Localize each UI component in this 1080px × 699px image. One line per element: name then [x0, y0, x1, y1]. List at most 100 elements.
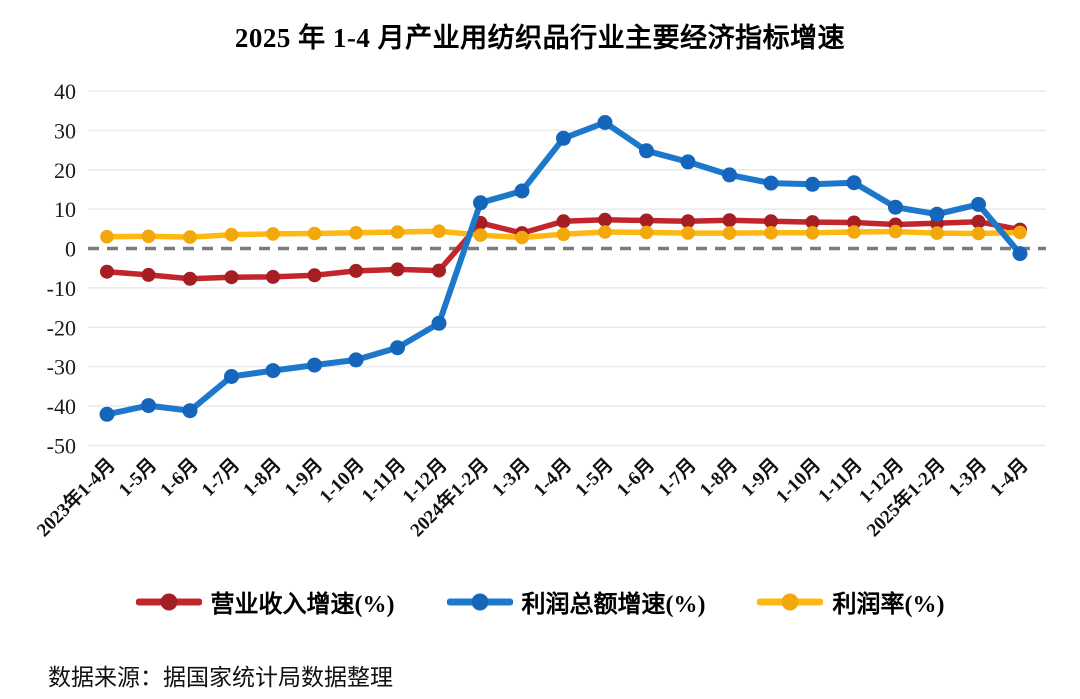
- data-point-profit-margin: [473, 228, 488, 242]
- x-axis-tick-label: 1-3月: [945, 455, 991, 501]
- data-point-profit-growth: [348, 352, 364, 368]
- data-point-profit-growth: [473, 195, 488, 211]
- data-point-profit-margin: [639, 225, 654, 240]
- x-axis-tick-label: 1-5月: [115, 455, 161, 501]
- series-line-profit-growth: [104, 119, 1023, 418]
- x-axis-tick-label: 1-6月: [156, 455, 202, 501]
- data-point-revenue-growth: [307, 268, 322, 283]
- data-point-profit-margin: [266, 227, 280, 241]
- chart-title: 2025 年 1-4 月产业用纺织品行业主要经济指标增速: [234, 23, 846, 53]
- y-axis-tick-label: -20: [47, 315, 76, 340]
- data-point-profit-margin: [681, 226, 695, 240]
- data-point-profit-margin: [930, 226, 944, 240]
- data-point-profit-growth: [99, 406, 115, 422]
- data-point-revenue-growth: [349, 263, 363, 278]
- data-point-revenue-growth: [266, 269, 280, 284]
- data-point-profit-growth: [805, 176, 820, 192]
- data-point-revenue-growth: [100, 264, 114, 279]
- data-point-profit-margin: [805, 226, 820, 240]
- data-point-profit-growth: [597, 115, 613, 130]
- legend-label-profit-margin: 利润率(%): [832, 592, 945, 618]
- y-axis-tick-label: 30: [54, 118, 76, 143]
- y-axis-tick-label: 10: [54, 197, 76, 222]
- data-point-revenue-growth: [432, 263, 446, 278]
- y-axis-tick-label: 0: [65, 237, 76, 262]
- data-point-profit-growth: [1012, 246, 1028, 262]
- data-point-profit-growth: [141, 398, 156, 414]
- x-axis-tick-label: 1-11月: [814, 455, 866, 507]
- data-point-profit-growth: [307, 357, 322, 373]
- data-point-profit-margin: [515, 230, 529, 245]
- data-point-revenue-growth: [224, 270, 239, 285]
- data-point-profit-margin: [764, 226, 778, 240]
- data-point-profit-growth: [846, 175, 862, 191]
- data-point-revenue-growth: [598, 212, 612, 227]
- legend-swatch-profit-margin: [757, 593, 824, 610]
- data-point-profit-margin: [971, 226, 986, 241]
- data-point-profit-growth: [763, 175, 779, 191]
- data-point-profit-growth: [929, 206, 945, 222]
- y-axis-tick-label: 40: [54, 79, 76, 104]
- y-axis-tick-label: 20: [54, 158, 76, 183]
- data-point-profit-margin: [224, 227, 239, 242]
- data-point-profit-margin: [349, 226, 363, 240]
- legend-marker: [781, 593, 799, 610]
- legend-label-profit-growth: 利润总额增速(%): [521, 592, 706, 618]
- data-point-revenue-growth: [183, 271, 197, 286]
- data-point-profit-margin: [183, 230, 197, 244]
- data-point-profit-growth: [390, 340, 405, 356]
- chart-legend: 营业收入增速(%) 利润总额增速(%) 利润率(%): [0, 584, 1080, 619]
- x-axis-tick-label: 2023年1-4月: [32, 453, 120, 541]
- data-point-profit-margin: [432, 224, 446, 238]
- data-point-profit-growth: [722, 167, 737, 183]
- legend-item-profit-margin: 利润率(%): [757, 584, 944, 619]
- x-axis-tick-label: 1-3月: [488, 455, 534, 501]
- data-point-revenue-growth: [805, 215, 820, 230]
- data-point-profit-growth: [556, 130, 571, 146]
- data-point-profit-growth: [224, 369, 239, 384]
- x-axis-tick-label: 1-10月: [772, 455, 825, 508]
- x-axis-tick-label: 1-11月: [358, 455, 410, 507]
- data-point-profit-margin: [847, 225, 861, 239]
- data-point-revenue-growth: [639, 213, 654, 228]
- data-point-profit-growth: [680, 154, 696, 170]
- line-chart-canvas: 403020100-10-20-30-40-502023年1-4月1-5月1-6…: [32, 79, 1046, 541]
- data-point-profit-growth: [431, 315, 447, 331]
- y-axis-tick-label: -40: [47, 394, 76, 419]
- x-axis-tick-label: 1-7月: [198, 455, 244, 501]
- data-point-revenue-growth: [681, 214, 695, 229]
- data-point-revenue-growth: [556, 214, 571, 229]
- x-axis-tick-label: 1-4月: [530, 455, 576, 501]
- data-point-profit-growth: [265, 363, 281, 379]
- data-point-profit-growth: [888, 199, 903, 215]
- data-point-profit-margin: [888, 224, 903, 239]
- x-axis-tick-label: 1-6月: [613, 455, 659, 501]
- data-point-revenue-growth: [722, 213, 737, 228]
- y-axis-tick-label: -10: [47, 276, 76, 301]
- data-point-revenue-growth: [141, 267, 156, 282]
- data-point-revenue-growth: [971, 214, 986, 229]
- data-point-profit-growth: [639, 143, 654, 159]
- legend-item-profit-growth: 利润总额增速(%): [446, 584, 706, 619]
- data-point-profit-margin: [141, 229, 156, 244]
- x-axis-tick-label: 1-4月: [986, 455, 1032, 501]
- legend-swatch-revenue-growth: [135, 593, 202, 610]
- data-point-profit-margin: [598, 225, 612, 239]
- data-point-revenue-growth: [390, 262, 405, 277]
- legend-marker: [471, 593, 488, 610]
- legend-swatch-profit-growth: [446, 593, 513, 610]
- data-point-profit-margin: [100, 229, 114, 244]
- y-axis-tick-label: -30: [47, 355, 76, 380]
- data-point-profit-margin: [722, 226, 737, 240]
- legend-label-revenue-growth: 营业收入增速(%): [210, 592, 395, 618]
- data-source-note: 数据来源：据国家统计局数据整理: [48, 665, 393, 690]
- x-axis-tick-label: 1-10月: [316, 455, 369, 508]
- data-point-profit-growth: [514, 183, 530, 199]
- legend-item-revenue-growth: 营业收入增速(%): [135, 584, 395, 619]
- y-axis-tick-label: -50: [47, 433, 76, 458]
- x-axis-tick-label: 1-8月: [696, 455, 742, 501]
- data-point-revenue-growth: [764, 214, 778, 229]
- x-axis-tick-label: 1-7月: [654, 455, 700, 501]
- x-axis-tick-label: 1-5月: [571, 455, 617, 501]
